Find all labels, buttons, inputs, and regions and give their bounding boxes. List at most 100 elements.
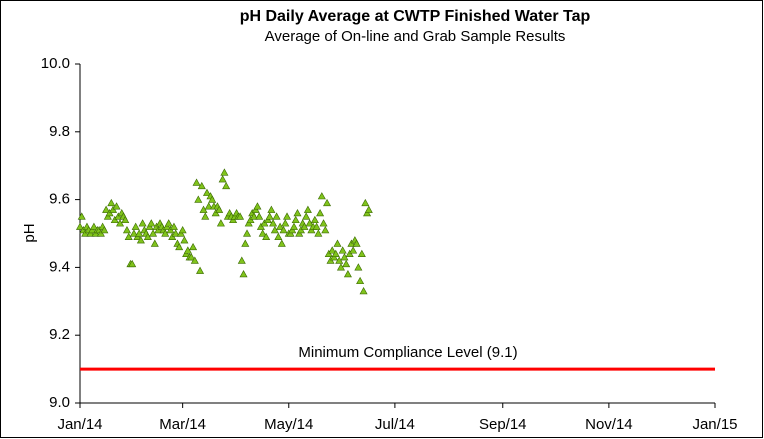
data-point [241,239,250,247]
data-point [215,205,224,213]
y-tick-label: 10.0 [41,55,70,72]
data-point [201,212,210,220]
data-point [237,256,246,264]
data-point [220,168,229,176]
data-point [269,219,278,227]
data-point [283,212,292,220]
data-point [112,202,121,210]
data-point [274,232,283,240]
data-point [361,198,370,207]
data-point [218,175,227,183]
data-point [343,270,352,278]
data-point [303,205,312,213]
data-point [253,202,262,210]
data-point [202,188,212,196]
data-point [138,219,147,227]
data-point [239,270,248,278]
chart-title: pH Daily Average at CWTP Finished Water … [240,8,591,25]
data-point [291,215,300,224]
data-point [243,229,252,237]
data-point [107,198,116,207]
data-point [192,178,201,186]
y-tick-label: 9.2 [49,326,70,343]
data-point [178,225,187,234]
data-point [279,225,288,234]
data-point [357,249,366,257]
data-point [319,219,328,227]
data-point [190,256,199,264]
data-point [171,229,180,237]
data-point [267,205,276,213]
y-tick-label: 9.4 [49,258,70,275]
data-point [236,212,245,220]
data-point [189,242,198,251]
x-tick-label: Nov/14 [585,416,633,433]
data-point [289,222,298,230]
data-point [331,249,340,257]
y-tick-label: 9.8 [49,123,70,140]
chart-subtitle: Average of On-line and Grab Sample Resul… [265,28,566,45]
data-point [342,259,351,268]
data-point [281,219,290,227]
data-point [77,212,86,220]
reference-label: Minimum Compliance Level (9.1) [298,344,517,361]
data-point [333,239,342,247]
data-point [75,222,85,230]
data-point [359,287,368,295]
data-point [216,219,225,227]
data-point [262,232,271,240]
data-point [194,195,203,203]
data-point [255,212,264,220]
data-point [302,212,311,220]
data-point [180,236,189,244]
x-tick-label: Jan/15 [692,416,737,433]
x-tick-label: Sep/14 [479,416,527,433]
data-point [175,242,184,251]
data-point [293,209,302,217]
data-point [89,222,98,230]
x-tick-label: Jan/14 [57,416,102,433]
data-point [129,229,138,237]
data-point [164,219,173,227]
data-point [352,239,361,247]
data-point [323,198,332,207]
data-point [147,219,156,227]
data-point [321,225,330,234]
data-point [356,276,365,285]
data-point [338,246,347,254]
x-tick-label: Jul/14 [375,416,415,433]
x-tick-label: May/14 [264,416,313,433]
data-point [272,212,281,220]
data-point [131,222,140,230]
data-point [196,266,205,274]
data-point [208,195,217,203]
data-point [316,209,325,217]
data-point [265,212,274,220]
data-point [169,222,178,230]
data-point [100,225,109,234]
y-axis-label: pH [21,223,38,242]
data-point [121,215,130,224]
data-point [314,229,323,237]
data-point [249,212,258,220]
data-point [364,205,373,213]
data-point [128,259,137,268]
data-point [204,202,213,210]
data-point [312,222,321,230]
data-point [197,181,206,190]
data-point [258,229,267,237]
data-point [150,239,159,247]
data-point [277,239,286,247]
data-point [354,263,363,271]
data-point [328,246,337,254]
x-tick-label: Mar/14 [159,416,206,433]
y-tick-label: 9.0 [49,394,70,411]
data-point [349,246,358,254]
data-point [187,253,196,261]
y-tick-label: 9.6 [49,191,70,208]
data-point [310,215,319,224]
data-point [102,205,111,213]
data-point [317,192,326,200]
